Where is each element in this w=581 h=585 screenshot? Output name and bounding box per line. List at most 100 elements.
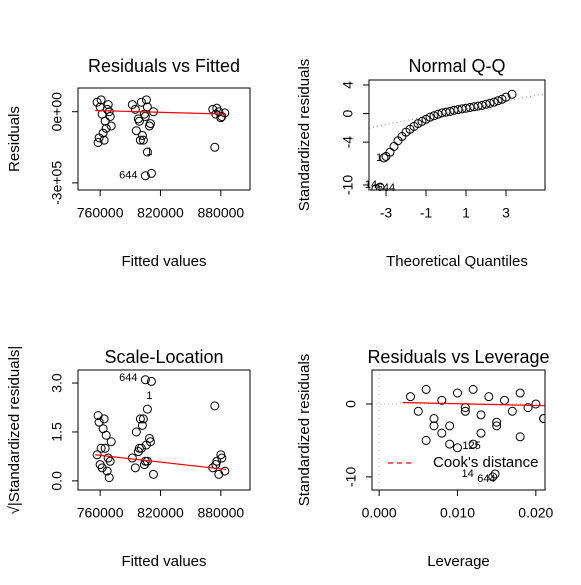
point bbox=[131, 126, 141, 136]
y-tick-label: 0 bbox=[343, 400, 359, 408]
point bbox=[476, 410, 486, 420]
point bbox=[413, 406, 423, 416]
panel-title: Normal Q-Q bbox=[408, 56, 505, 76]
point bbox=[134, 116, 144, 126]
plot-frame bbox=[371, 369, 546, 491]
y-axis-label: Standardized residuals bbox=[296, 59, 313, 212]
x-tick-label: 760000 bbox=[77, 505, 124, 521]
point bbox=[130, 463, 140, 473]
x-tick-label: -3 bbox=[380, 205, 393, 221]
point bbox=[468, 384, 478, 394]
x-tick-label: 820000 bbox=[137, 205, 184, 221]
point bbox=[102, 466, 112, 476]
point bbox=[539, 414, 545, 424]
y-axis-label: √|Standardized residuals| bbox=[6, 346, 23, 515]
y-tick-label: -3e+05 bbox=[49, 161, 65, 205]
point bbox=[99, 135, 109, 145]
point-label: 644 bbox=[119, 372, 137, 384]
point bbox=[146, 376, 156, 386]
point bbox=[493, 96, 503, 106]
point bbox=[429, 421, 439, 431]
x-axis-label: Leverage bbox=[427, 553, 490, 570]
point bbox=[104, 473, 114, 483]
point bbox=[484, 392, 494, 402]
point bbox=[425, 112, 435, 122]
point bbox=[142, 147, 152, 157]
x-tick-label: 760000 bbox=[77, 205, 124, 221]
point bbox=[93, 138, 103, 148]
point bbox=[437, 428, 447, 438]
point bbox=[127, 100, 137, 110]
point bbox=[142, 404, 152, 414]
y-tick-label: 0.0 bbox=[49, 471, 65, 491]
point bbox=[104, 107, 114, 117]
point bbox=[106, 121, 116, 131]
plot-frame bbox=[77, 87, 251, 191]
point bbox=[97, 463, 107, 473]
point bbox=[379, 153, 389, 163]
trend-line bbox=[95, 109, 226, 115]
point bbox=[96, 95, 106, 105]
point bbox=[106, 437, 116, 447]
point bbox=[523, 403, 533, 413]
point bbox=[138, 135, 148, 145]
plot-area: Cook's distance bbox=[372, 370, 563, 490]
point bbox=[105, 111, 115, 121]
point bbox=[212, 103, 222, 113]
point bbox=[477, 100, 487, 110]
point bbox=[460, 406, 470, 416]
x-tick-label: 880000 bbox=[197, 205, 244, 221]
point bbox=[507, 89, 517, 99]
point bbox=[135, 135, 145, 145]
point bbox=[131, 427, 141, 437]
point bbox=[492, 417, 502, 427]
point-label: 1 bbox=[376, 152, 382, 164]
point bbox=[445, 439, 455, 449]
point bbox=[501, 92, 511, 102]
y-tick-label: -10 bbox=[343, 467, 359, 487]
point bbox=[515, 432, 525, 442]
x-tick-label: 0.020 bbox=[518, 505, 553, 521]
point bbox=[452, 388, 462, 398]
point bbox=[96, 443, 106, 453]
x-tick-label: 880000 bbox=[197, 505, 244, 521]
y-tick-label: 3.0 bbox=[49, 373, 65, 393]
point bbox=[499, 395, 509, 405]
point bbox=[555, 407, 563, 415]
y-tick-label: 0e+00 bbox=[49, 92, 65, 132]
point-label: 1 bbox=[146, 390, 152, 402]
point bbox=[148, 469, 158, 479]
point bbox=[101, 430, 111, 440]
point bbox=[94, 133, 104, 143]
point bbox=[429, 414, 439, 424]
point bbox=[507, 406, 517, 416]
point bbox=[130, 104, 140, 114]
x-tick-label: 0.010 bbox=[440, 505, 475, 521]
point bbox=[141, 440, 151, 450]
point bbox=[136, 97, 146, 107]
y-tick-label: -10 bbox=[340, 175, 356, 195]
point bbox=[220, 466, 230, 476]
point bbox=[490, 469, 500, 479]
point bbox=[405, 392, 415, 402]
y-tick-label: -4 bbox=[340, 136, 356, 149]
point bbox=[389, 141, 399, 151]
plot-area bbox=[369, 89, 545, 190]
point bbox=[214, 469, 224, 479]
point bbox=[101, 123, 111, 133]
point-label: 644 bbox=[377, 182, 395, 194]
y-tick-label: 0 bbox=[340, 109, 356, 117]
point bbox=[492, 421, 502, 431]
point bbox=[146, 168, 156, 178]
point bbox=[468, 439, 478, 449]
point bbox=[481, 99, 491, 109]
point bbox=[371, 184, 381, 190]
point bbox=[452, 443, 462, 453]
point bbox=[445, 421, 455, 431]
x-tick-label: 0.000 bbox=[362, 505, 397, 521]
point-label: 125 bbox=[462, 440, 480, 452]
y-tick-label: 4 bbox=[340, 81, 356, 89]
point bbox=[140, 171, 150, 181]
point bbox=[421, 384, 431, 394]
point bbox=[515, 388, 525, 398]
